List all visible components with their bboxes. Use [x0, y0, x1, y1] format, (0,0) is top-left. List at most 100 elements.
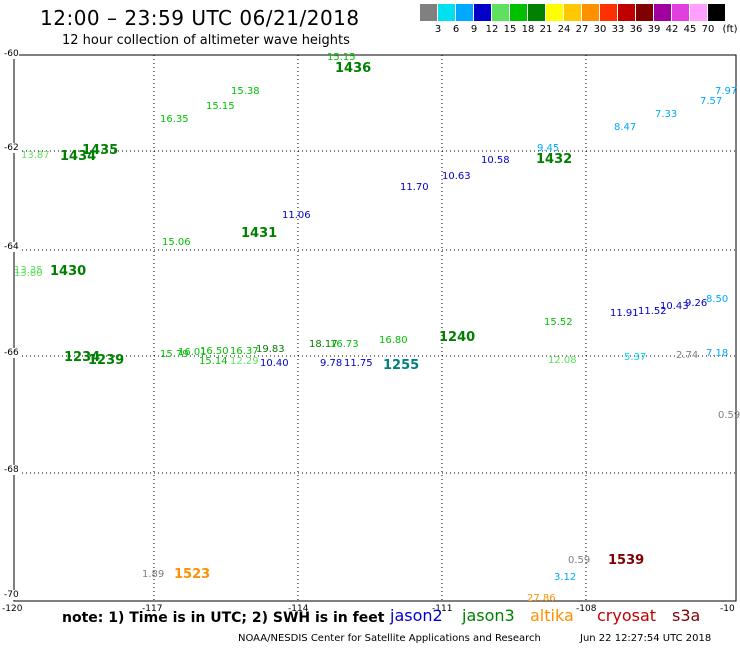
- lat-tick-label: -70: [4, 590, 19, 600]
- swh-value: 13.80: [14, 268, 43, 279]
- legend-swatch: [636, 4, 653, 21]
- swh-value: 9.45: [537, 143, 559, 154]
- swh-value: 15.79: [160, 349, 189, 360]
- page-title: 12:00 – 23:59 UTC 06/21/2018: [40, 6, 360, 30]
- swh-value: 13.87: [21, 150, 50, 161]
- legend-label: 45: [683, 24, 697, 35]
- legend-label: 15: [503, 24, 517, 35]
- satellite-cryosat: cryosat: [597, 606, 657, 625]
- swh-value: 10.63: [442, 171, 471, 182]
- satellite-altika: altika: [530, 606, 574, 625]
- footer-credit: NOAA/NESDIS Center for Satellite Applica…: [238, 633, 541, 644]
- lat-tick-label: -66: [4, 348, 19, 358]
- legend-label: 24: [557, 24, 571, 35]
- note-text: note: 1) Time is in UTC; 2) SWH is in fe…: [62, 610, 385, 626]
- swh-value: 16.01: [178, 347, 207, 358]
- swh-value: 8.47: [614, 122, 636, 133]
- swh-value: 11.06: [282, 210, 311, 221]
- legend-swatch: [528, 4, 545, 21]
- swh-value: 12.08: [548, 355, 577, 366]
- legend-unit: (ft): [722, 24, 738, 35]
- legend-swatch: [510, 4, 527, 21]
- satellite-s3a: s3a: [672, 606, 701, 625]
- legend-swatch: [600, 4, 617, 21]
- legend-swatch: [654, 4, 671, 21]
- legend-label: 30: [593, 24, 607, 35]
- swh-value: 11.91: [610, 308, 639, 319]
- legend-swatch: [708, 4, 725, 21]
- orbit-label: 1234: [64, 350, 100, 365]
- lon-tick-label: -120: [2, 604, 23, 614]
- swh-value: 11.52: [638, 306, 667, 317]
- orbit-label: 1434: [60, 149, 96, 164]
- swh-value: 7.57: [700, 96, 722, 107]
- legend-swatch: [618, 4, 635, 21]
- legend-label: 9: [470, 24, 478, 35]
- legend-swatch: [456, 4, 473, 21]
- orbit-label: 1239: [88, 353, 124, 368]
- legend-label: 27: [575, 24, 589, 35]
- legend-label: 18: [521, 24, 535, 35]
- lat-tick-label: -62: [4, 143, 19, 153]
- lat-tick-label: -60: [4, 49, 19, 59]
- swh-value: 13.35: [14, 265, 43, 276]
- lon-tick-label: -108: [576, 604, 597, 614]
- orbit-label: 1436: [335, 61, 371, 76]
- swh-value: 11.70: [400, 182, 429, 193]
- swh-value: 1.89: [142, 569, 164, 580]
- satellite-jason3: jason3: [462, 606, 515, 625]
- swh-value: 5.37: [624, 352, 646, 363]
- legend-label: 6: [452, 24, 460, 35]
- swh-value: 10.40: [260, 358, 289, 369]
- lon-tick-label: -117: [142, 604, 163, 614]
- swh-value: 16.50: [200, 346, 229, 357]
- lon-tick-label: -10: [720, 604, 735, 614]
- satellite-jason2: jason2: [390, 606, 443, 625]
- page-subtitle: 12 hour collection of altimeter wave hei…: [62, 33, 350, 48]
- legend-swatch: [582, 4, 599, 21]
- swh-value: 2.74: [676, 350, 698, 361]
- orbit-label: 1240: [439, 330, 475, 345]
- legend-swatch: [438, 4, 455, 21]
- legend-label: 70: [701, 24, 715, 35]
- orbit-label: 1430: [50, 264, 86, 279]
- swh-value: 9.26: [685, 298, 707, 309]
- swh-value: 7.33: [655, 109, 677, 120]
- swh-value: 0.59: [568, 555, 590, 566]
- orbit-label: 1435: [82, 143, 118, 158]
- legend-label: 3: [434, 24, 442, 35]
- timestamp: Jun 22 12:27:54 UTC 2018: [580, 633, 712, 644]
- swh-value: 9.78: [320, 358, 342, 369]
- legend-label: 36: [629, 24, 643, 35]
- swh-value: 3.12: [554, 572, 576, 583]
- swh-value: 10.43: [660, 301, 689, 312]
- swh-value: 7.97: [715, 86, 737, 97]
- lon-tick-label: -111: [432, 604, 453, 614]
- swh-value: 15.38: [231, 86, 260, 97]
- swh-value: 19.83: [256, 344, 285, 355]
- orbit-label: 1255: [383, 358, 419, 373]
- map-frame: [13, 54, 737, 602]
- orbit-label: 1539: [608, 553, 644, 568]
- swh-value: 12.29: [230, 356, 259, 367]
- legend-label: 42: [665, 24, 679, 35]
- lat-tick-label: -68: [4, 465, 19, 475]
- lat-tick-label: -64: [4, 242, 19, 252]
- lon-tick-label: -114: [288, 604, 309, 614]
- graticule: [14, 55, 736, 601]
- legend-label: 12: [485, 24, 499, 35]
- swh-value: 16.35: [160, 114, 189, 125]
- legend-label: 33: [611, 24, 625, 35]
- legend-swatch: [690, 4, 707, 21]
- swh-value: 15.52: [544, 317, 573, 328]
- legend-swatch: [672, 4, 689, 21]
- legend-label: 39: [647, 24, 661, 35]
- swh-value: 15.14: [199, 356, 228, 367]
- swh-value: 15.06: [162, 237, 191, 248]
- swh-value: 10.58: [481, 155, 510, 166]
- legend-swatch: [492, 4, 509, 21]
- legend-swatch: [420, 4, 437, 21]
- swh-value: 7.18: [706, 348, 728, 359]
- legend-swatch: [564, 4, 581, 21]
